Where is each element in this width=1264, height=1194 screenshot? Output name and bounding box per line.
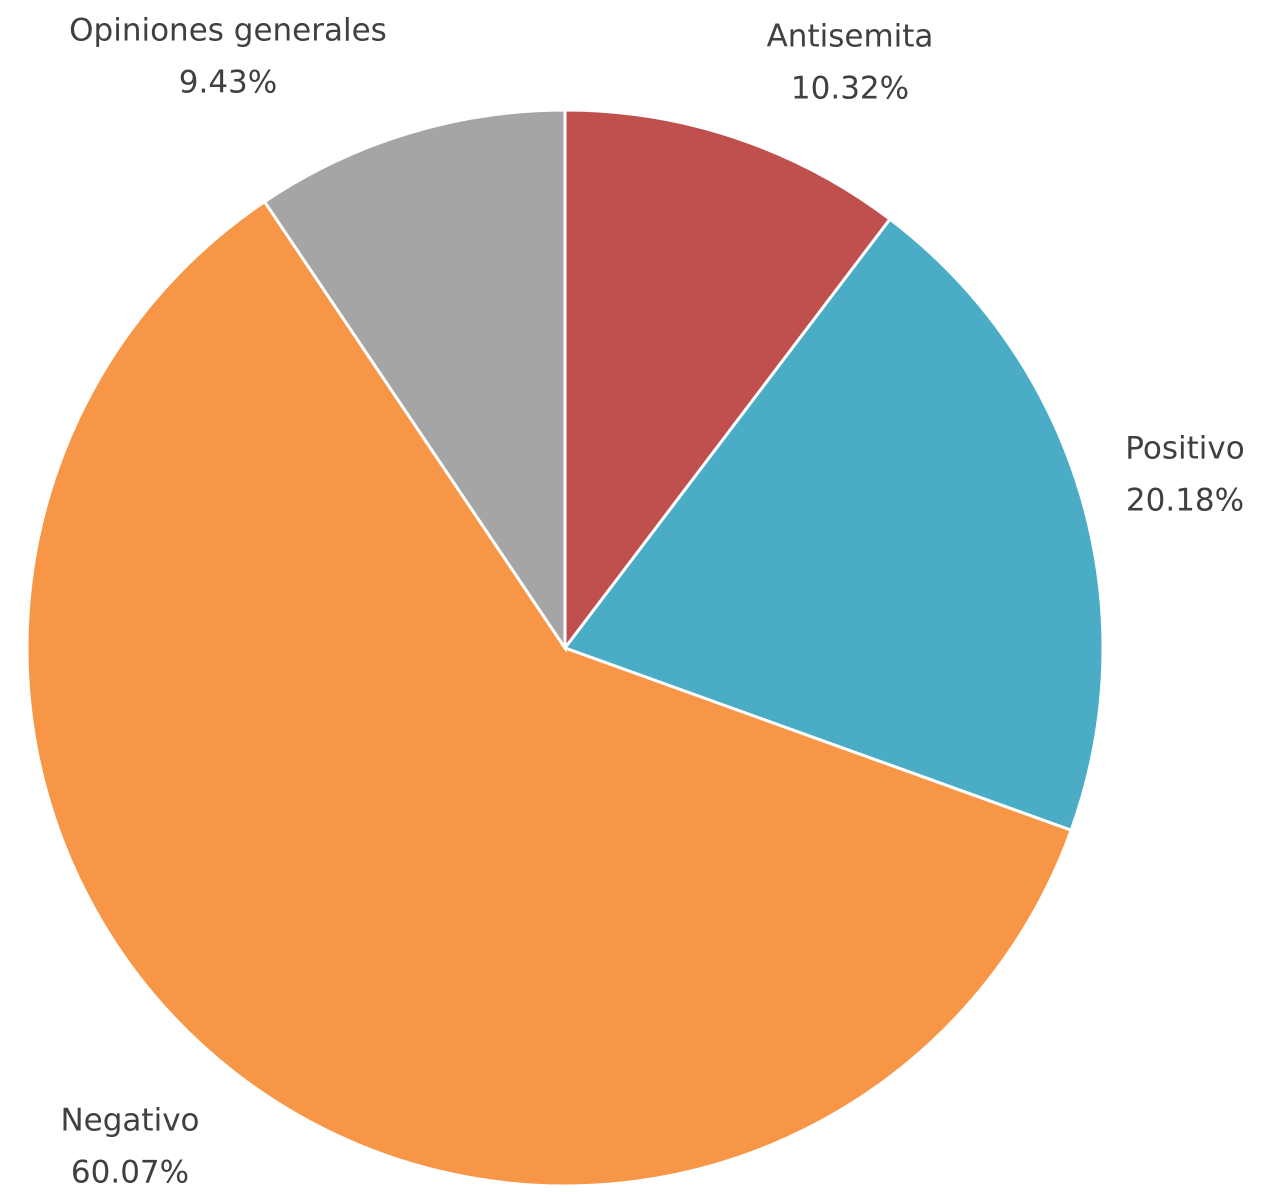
slice-label: Antisemita <box>767 19 934 55</box>
slice-value-label: 20.18% <box>1126 483 1244 519</box>
slice-value-label: 10.32% <box>791 71 909 107</box>
pie-slice <box>562 217 1105 833</box>
slice-label: Negativo <box>60 1103 199 1139</box>
slice-label: Positivo <box>1125 431 1244 467</box>
slice-label: Opiniones generales <box>69 13 387 49</box>
slice-value-label: 60.07% <box>71 1155 189 1191</box>
pie-slice <box>563 108 893 653</box>
pie-slice <box>25 199 1074 1188</box>
pie-slice <box>262 108 567 653</box>
slice-value-label: 9.43% <box>179 65 277 101</box>
